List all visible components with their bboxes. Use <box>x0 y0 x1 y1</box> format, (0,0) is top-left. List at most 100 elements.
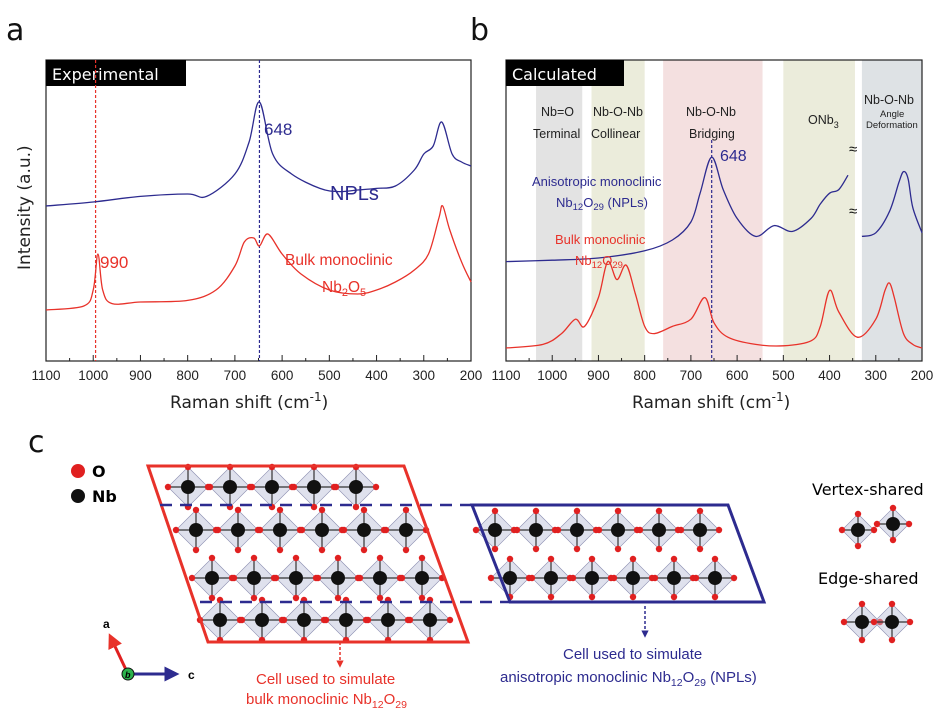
o-atom <box>292 554 300 562</box>
o-atom <box>360 546 368 554</box>
panel-a-xticks: 1100 1000 900 800 700 600 500 400 300 200 <box>31 355 482 383</box>
npl-cell-lattice <box>472 507 738 601</box>
o-atom <box>276 546 284 554</box>
o-atom <box>332 483 340 491</box>
nb-atom <box>181 480 195 494</box>
o-atom <box>208 594 216 602</box>
o-atom <box>172 526 180 534</box>
panel-a-peak-990: 990 <box>100 253 128 272</box>
nb-atom <box>331 571 345 585</box>
nb-atom <box>708 571 722 585</box>
nb-atom <box>223 480 237 494</box>
nb-atom <box>886 517 900 531</box>
vertex-shared-label: Vertex-shared <box>812 480 924 499</box>
o-atom <box>840 618 848 626</box>
axis-c-label: c <box>188 668 195 682</box>
o-atom <box>670 593 678 601</box>
xtick-label: 700 <box>224 368 247 383</box>
panel-a-bulk-series <box>45 204 472 311</box>
panel-b-npl-series <box>505 156 923 263</box>
region-label-terminal-2: Terminal <box>533 127 580 141</box>
o-atom <box>677 526 685 534</box>
o-atom <box>547 555 555 563</box>
o-atom <box>250 594 258 602</box>
region-shade <box>591 60 645 361</box>
o-atom <box>290 483 298 491</box>
o-atom <box>711 555 719 563</box>
o-atom <box>280 616 288 624</box>
xtick-label: 800 <box>633 368 656 383</box>
axis-break-bottom: ≈ <box>849 203 857 220</box>
o-atom <box>491 507 499 515</box>
o-atom <box>696 507 704 515</box>
nb-atom <box>349 480 363 494</box>
o-atom <box>870 618 878 626</box>
axis-break-top: ≈ <box>849 141 857 158</box>
o-atom <box>188 574 196 582</box>
nb-atom <box>855 615 869 629</box>
o-atom <box>858 636 866 644</box>
o-atom <box>214 526 222 534</box>
nb-atom <box>570 523 584 537</box>
nb-atom <box>585 571 599 585</box>
o-atom <box>554 526 562 534</box>
nb-atom <box>357 523 371 537</box>
panel-a-tag-bg <box>46 60 186 86</box>
xtick-label: 1000 <box>78 368 108 383</box>
o-atom <box>310 503 318 511</box>
o-atom <box>569 574 577 582</box>
o-atom <box>352 503 360 511</box>
xtick-label: 900 <box>129 368 152 383</box>
npl-caption-1: Cell used to simulate <box>563 646 702 663</box>
nb-atom <box>315 523 329 537</box>
o-atom <box>382 526 390 534</box>
xtick-label: 1100 <box>31 368 60 383</box>
edge-shared-motif <box>840 600 914 644</box>
panel-b-xlabel: Raman shift (cm-1) <box>632 390 790 413</box>
o-atom <box>402 506 410 514</box>
nb-atom <box>885 615 899 629</box>
panel-a-npl-label: NPLs <box>330 183 379 205</box>
legend-nb-label: Nb <box>92 487 117 506</box>
edge-shared-label: Edge-shared <box>818 569 919 588</box>
o-atom <box>651 574 659 582</box>
bulk-cell-outline <box>145 464 471 644</box>
o-atom <box>655 507 663 515</box>
panel-b-tag-bg <box>506 60 624 86</box>
vertex-shared-motif <box>838 504 913 550</box>
o-atom <box>573 507 581 515</box>
o-atom <box>854 510 862 518</box>
o-atom <box>573 545 581 553</box>
panel-b-peak-648: 648 <box>720 148 747 165</box>
o-atom <box>292 594 300 602</box>
panel-b-bulk-label-2: Nb12O29 <box>575 253 623 271</box>
panel-a-bulk-label-1: Bulk monoclinic <box>285 252 393 269</box>
o-atom <box>234 506 242 514</box>
region-label-bridging-2: Bridging <box>689 127 735 141</box>
o-atom <box>715 526 723 534</box>
nb-atom <box>307 480 321 494</box>
o-atom <box>318 506 326 514</box>
panel-a-ylabel: Intensity (a.u.) <box>15 145 35 270</box>
legend-o-marker <box>71 464 85 478</box>
xtick-label: 400 <box>818 368 841 383</box>
o-atom <box>272 574 280 582</box>
o-atom <box>614 507 622 515</box>
o-atom <box>610 574 618 582</box>
nb-atom <box>544 571 558 585</box>
o-atom <box>692 574 700 582</box>
region-label-angle-1: Nb-O-Nb <box>864 93 914 107</box>
legend-o-label: O <box>92 462 106 481</box>
xtick-label: 300 <box>413 368 436 383</box>
o-atom <box>318 546 326 554</box>
o-atom <box>547 593 555 601</box>
panel-b-bulk-series <box>505 260 923 349</box>
nb-atom <box>399 523 413 537</box>
nb-atom <box>851 523 865 537</box>
o-atom <box>588 555 596 563</box>
bulk-cell-lattice <box>164 463 454 644</box>
region-label-bridging-1: Nb-O-Nb <box>686 105 736 119</box>
region-shade <box>861 60 922 361</box>
o-atom <box>334 594 342 602</box>
